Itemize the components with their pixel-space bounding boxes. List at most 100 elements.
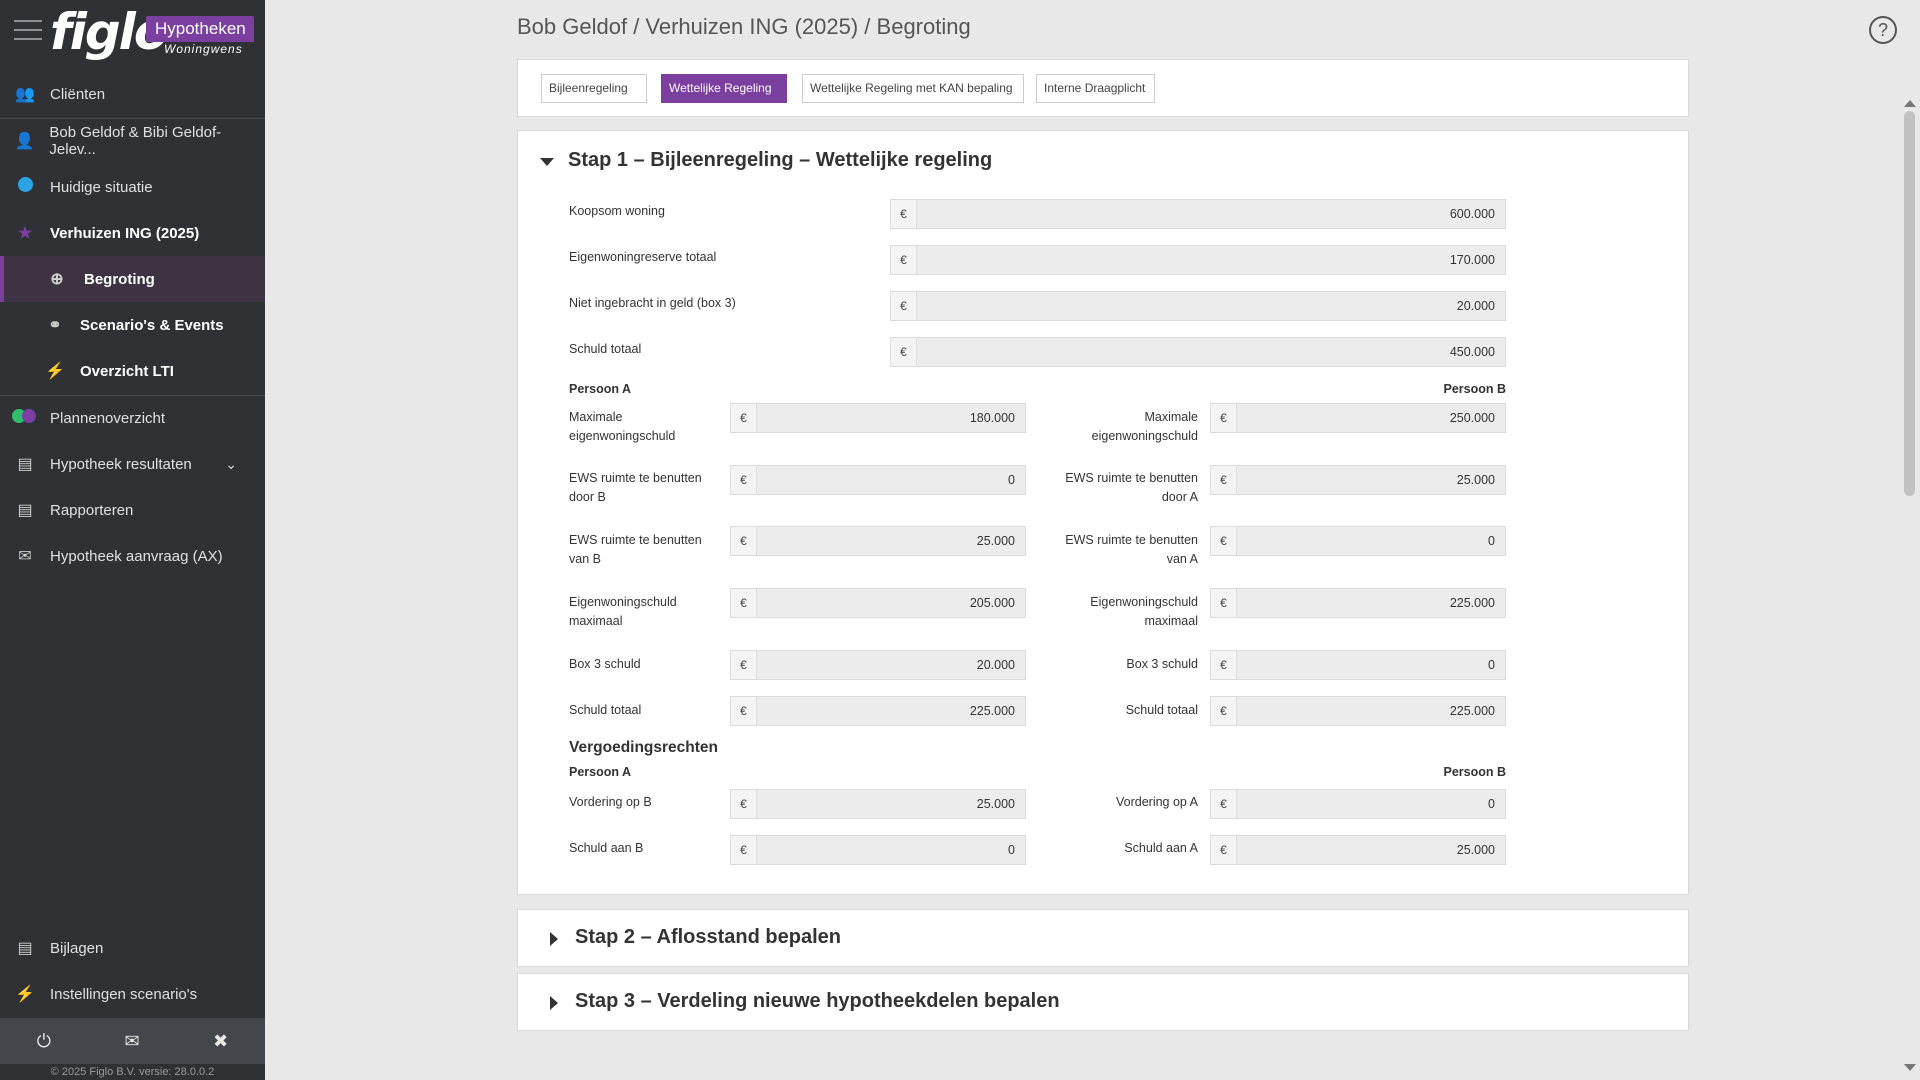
power-icon[interactable]: ⏻ bbox=[36, 1030, 51, 1051]
row-label-a: Box 3 schuld bbox=[569, 657, 641, 671]
bolt-icon: ⚡ bbox=[45, 363, 65, 380]
input-b[interactable]: €225.000 bbox=[1210, 696, 1506, 726]
sidebar-item-begroting[interactable]: ⊕ Begroting bbox=[0, 256, 265, 302]
schuld-totaal-input[interactable]: €450.000 bbox=[890, 337, 1506, 367]
input-a[interactable]: €25.000 bbox=[730, 526, 1026, 556]
person-a-heading: Persoon A bbox=[569, 382, 632, 396]
file-icon: ▤ bbox=[17, 940, 33, 957]
sidebar-item-label: Bijlagen bbox=[50, 939, 104, 957]
row-label-a: EWS ruimte te benutten door B bbox=[569, 471, 702, 504]
sidebar-item-rapporteren[interactable]: ▤ Rapporteren bbox=[0, 487, 265, 533]
caret-right-icon[interactable] bbox=[550, 996, 558, 1010]
tab-wettelijke-regeling-kan[interactable]: Wettelijke Regeling met KAN bepaling bbox=[802, 74, 1024, 103]
sidebar-item-overzicht-lti[interactable]: ⚡ Overzicht LTI bbox=[0, 348, 265, 394]
row-label-b: Maximale eigenwoningschuld bbox=[1091, 410, 1198, 443]
sidebar-item-clienten[interactable]: 👥 Cliënten bbox=[0, 71, 265, 117]
tab-bijleenregeling[interactable]: Bijleenregeling bbox=[541, 74, 647, 103]
sidebar-item-label: Hypotheek aanvraag (AX) bbox=[50, 547, 223, 565]
sidebar-bottom-bar: ⏻ ✉ ✖ bbox=[0, 1018, 265, 1064]
step2-panel[interactable]: Stap 2 – Aflosstand bepalen bbox=[517, 909, 1689, 967]
vordering-op-b-input[interactable]: €25.000 bbox=[730, 789, 1026, 819]
hamburger-menu-icon[interactable] bbox=[14, 20, 42, 42]
help-icon[interactable]: ? bbox=[1869, 16, 1897, 44]
tools-icon[interactable]: ✖ bbox=[213, 1030, 229, 1051]
row-label-b: Vordering op A bbox=[1115, 795, 1198, 809]
chevron-down-icon[interactable]: ⌄ bbox=[225, 455, 237, 472]
koopsom-input[interactable]: €600.000 bbox=[890, 199, 1506, 229]
input-a[interactable]: €20.000 bbox=[730, 650, 1026, 680]
sidebar-item-label: Verhuizen ING (2025) bbox=[50, 224, 200, 242]
step3-title[interactable]: Stap 3 – Verdeling nieuwe hypotheekdelen… bbox=[575, 990, 1060, 1012]
sidebar-item-label: Instellingen scenario's bbox=[50, 985, 198, 1003]
sidebar-item-scenarios[interactable]: ⚭ Scenario's & Events bbox=[0, 302, 265, 348]
sidebar-item-verhuizen[interactable]: ★ Verhuizen ING (2025) bbox=[0, 210, 265, 256]
tabs-panel: Bijleenregeling Wettelijke Regeling Wett… bbox=[517, 59, 1689, 117]
sidebar-item-hypotheek-aanvraag[interactable]: ✉ Hypotheek aanvraag (AX) bbox=[0, 533, 265, 579]
input-a[interactable]: €0 bbox=[730, 465, 1026, 495]
caret-right-icon[interactable] bbox=[550, 932, 558, 946]
step1-title[interactable]: Stap 1 – Bijleenregeling – Wettelijke re… bbox=[568, 149, 993, 171]
tab-wettelijke-regeling[interactable]: Wettelijke Regeling bbox=[661, 74, 787, 103]
input-a[interactable]: €205.000 bbox=[730, 588, 1026, 618]
row-label-a: Eigenwoningschuld maximaal bbox=[569, 595, 677, 628]
bolt-icon: ⚡ bbox=[15, 986, 35, 1003]
sidebar-item-label: Overzicht LTI bbox=[80, 362, 174, 380]
row-label-a: EWS ruimte te benutten van B bbox=[569, 533, 702, 566]
input-b[interactable]: €250.000 bbox=[1210, 403, 1506, 433]
row-label-b: Schuld aan A bbox=[1124, 841, 1198, 855]
sidebar-item-label: Hypotheek resultaten bbox=[50, 455, 192, 473]
row-label-b: Schuld totaal bbox=[1125, 703, 1198, 717]
logo-bar: figlo Hypotheken Woningwens bbox=[0, 0, 265, 64]
row-label-b: EWS ruimte te benutten door A bbox=[1065, 471, 1198, 504]
sidebar-item-instellingen[interactable]: ⚡ Instellingen scenario's bbox=[0, 971, 265, 1017]
step3-panel[interactable]: Stap 3 – Verdeling nieuwe hypotheekdelen… bbox=[517, 973, 1689, 1031]
schuld-aan-b-input[interactable]: €0 bbox=[730, 835, 1026, 865]
sidebar-item-label: Scenario's & Events bbox=[80, 316, 224, 334]
glasses-icon: ⚭ bbox=[48, 317, 62, 334]
input-b[interactable]: €225.000 bbox=[1210, 588, 1506, 618]
dot-icon bbox=[17, 177, 33, 192]
person-b-heading: Persoon B bbox=[1443, 382, 1506, 396]
input-b[interactable]: €0 bbox=[1210, 650, 1506, 680]
step1-panel: Stap 1 – Bijleenregeling – Wettelijke re… bbox=[517, 130, 1689, 895]
row-label-a: Vordering op B bbox=[569, 795, 652, 809]
input-a[interactable]: €225.000 bbox=[730, 696, 1026, 726]
sidebar-item-client-name[interactable]: 👤 Bob Geldof & Bibi Geldof-Jelev... bbox=[0, 118, 265, 164]
brand-badge: Hypotheken bbox=[146, 16, 254, 42]
vordering-op-a-input[interactable]: €0 bbox=[1210, 789, 1506, 819]
step2-title[interactable]: Stap 2 – Aflosstand bepalen bbox=[575, 926, 841, 948]
input-a[interactable]: €180.000 bbox=[730, 403, 1026, 433]
sidebar-item-label: Cliënten bbox=[50, 85, 106, 103]
sidebar-item-label: Bob Geldof & Bibi Geldof-Jelev... bbox=[49, 124, 222, 158]
envelope-open-icon: ✉ bbox=[18, 548, 32, 565]
input-b[interactable]: €0 bbox=[1210, 526, 1506, 556]
row-label-a: Maximale eigenwoningschuld bbox=[569, 410, 676, 443]
crosshair-icon: ⊕ bbox=[50, 271, 64, 288]
person-a-heading: Persoon A bbox=[569, 765, 632, 779]
sidebar-item-bijlagen[interactable]: ▤ Bijlagen bbox=[0, 925, 265, 971]
sidebar-item-hypotheek-resultaten[interactable]: ▤ Hypotheek resultaten ⌄ bbox=[0, 441, 265, 487]
niet-ingebracht-input[interactable]: €20.000 bbox=[890, 291, 1506, 321]
toggle-icon bbox=[12, 408, 38, 423]
scroll-down-icon[interactable] bbox=[1904, 1064, 1916, 1071]
scroll-up-icon[interactable] bbox=[1904, 100, 1916, 107]
field-label: Koopsom woning bbox=[569, 204, 665, 218]
eigenwoningreserve-input[interactable]: €170.000 bbox=[890, 245, 1506, 275]
scrollbar-thumb[interactable] bbox=[1904, 111, 1915, 496]
sidebar-item-plannenoverzicht[interactable]: Plannenoverzicht bbox=[0, 395, 265, 441]
chart-icon: ▤ bbox=[17, 456, 33, 473]
row-label-a: Schuld aan B bbox=[569, 841, 644, 855]
users-icon: 👥 bbox=[15, 86, 35, 103]
input-b[interactable]: €25.000 bbox=[1210, 465, 1506, 495]
mail-icon[interactable]: ✉ bbox=[124, 1030, 140, 1051]
schuld-aan-a-input[interactable]: €25.000 bbox=[1210, 835, 1506, 865]
sidebar-item-huidige-situatie[interactable]: Huidige situatie bbox=[0, 164, 265, 210]
caret-down-icon[interactable] bbox=[540, 158, 554, 166]
sidebar-item-label: Plannenoverzicht bbox=[50, 409, 166, 427]
row-label-b: Box 3 schuld bbox=[1126, 657, 1198, 671]
tab-interne-draagplicht[interactable]: Interne Draagplicht bbox=[1036, 74, 1155, 103]
field-label: Schuld totaal bbox=[569, 342, 642, 356]
document-icon: ▤ bbox=[17, 502, 33, 519]
vergoedingsrechten-title: Vergoedingsrechten bbox=[569, 739, 719, 756]
sidebar-item-label: Rapporteren bbox=[50, 501, 134, 519]
